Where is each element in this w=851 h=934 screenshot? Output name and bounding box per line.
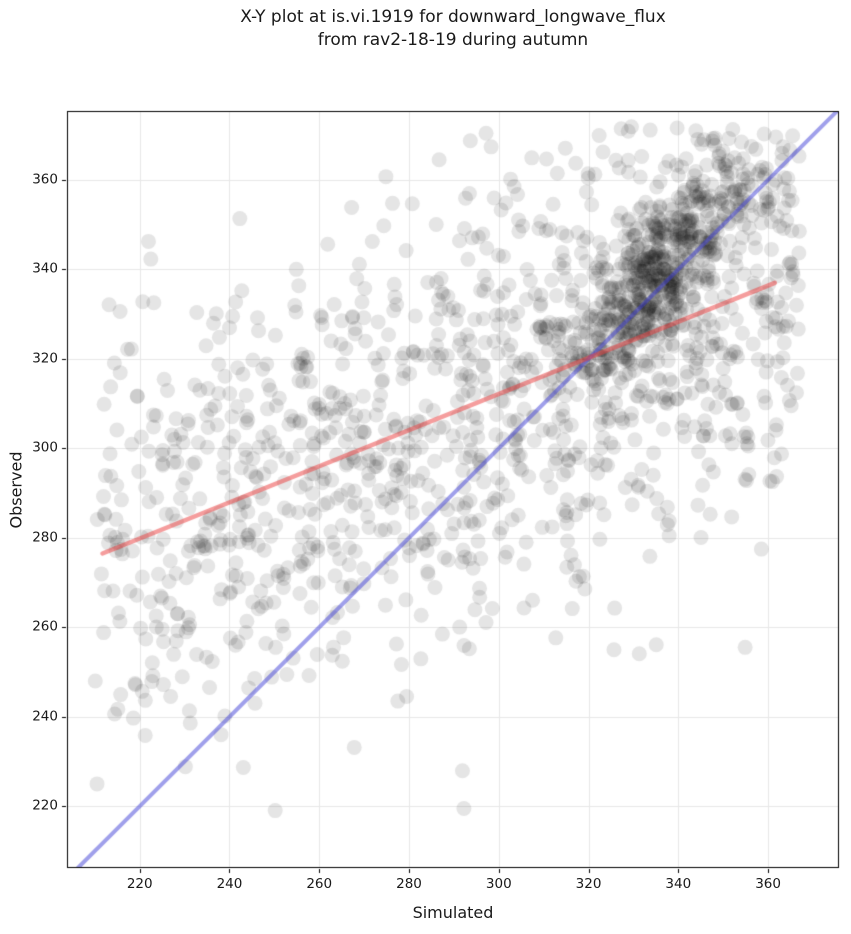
y-tick-label: 240 [32, 708, 58, 725]
x-axis-label: Simulated [412, 903, 494, 922]
chart-title: X-Y plot at is.vi.1919 for downward_long… [67, 6, 839, 52]
x-tick-label: 300 [485, 876, 512, 892]
y-axis-label: Observed [6, 451, 26, 529]
y-tick-label: 340 [32, 260, 58, 277]
x-tick-label: 240 [216, 876, 243, 892]
x-tick-label: 260 [306, 876, 333, 892]
x-tick-label: 340 [665, 876, 692, 892]
chart-title-line2: from rav2-18-19 during autumn [317, 30, 589, 50]
x-tick-label: 220 [126, 876, 153, 892]
y-tick-label: 300 [32, 439, 58, 456]
x-tick-label: 360 [755, 876, 781, 892]
y-tick-label: 280 [32, 529, 58, 546]
x-tick-label: 280 [396, 876, 422, 892]
y-tick-label: 360 [32, 171, 58, 188]
y-tick-label: 260 [32, 618, 58, 635]
y-tick-label: 220 [32, 797, 58, 814]
x-tick-label: 320 [575, 876, 602, 892]
y-tick-label: 320 [32, 350, 58, 367]
chart-title-line1: X-Y plot at is.vi.1919 for downward_long… [240, 7, 666, 27]
